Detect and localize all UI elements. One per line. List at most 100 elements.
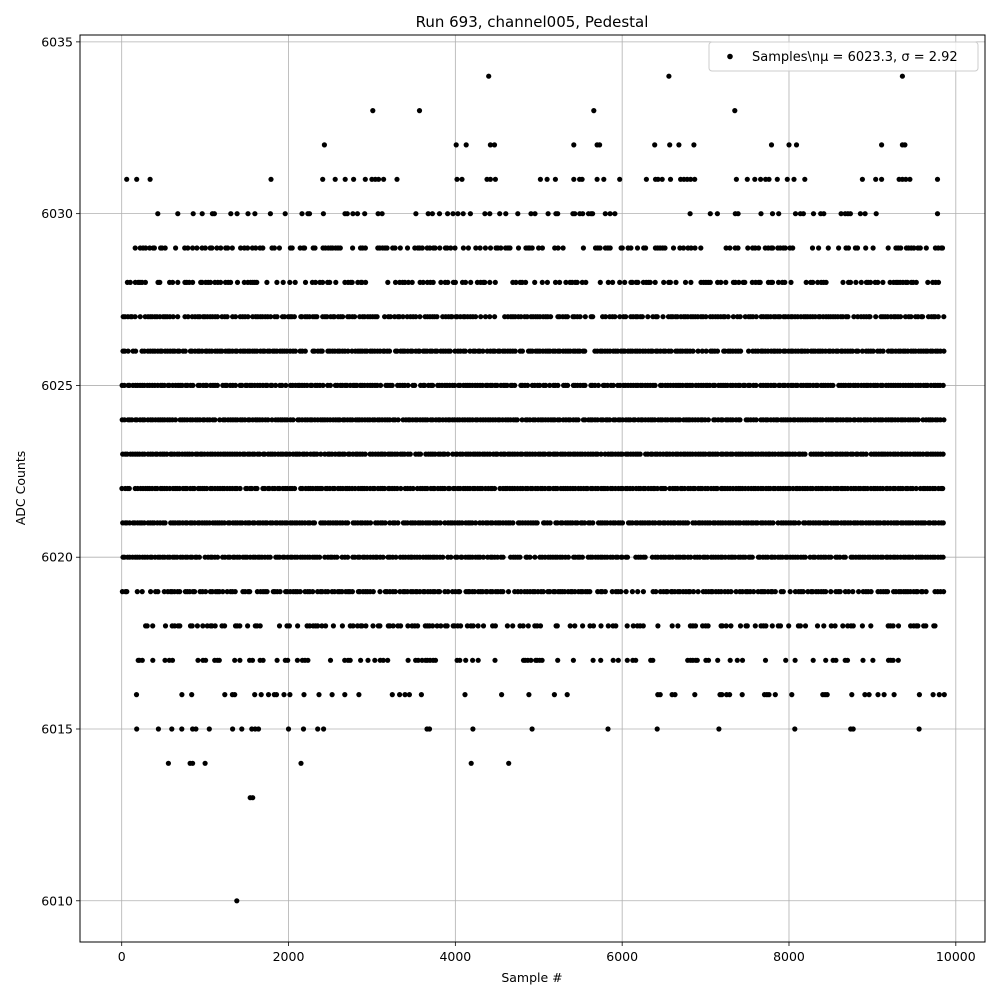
- data-point: [519, 348, 526, 354]
- data-point: [356, 692, 362, 698]
- data-point: [618, 589, 624, 595]
- data-point: [590, 314, 596, 320]
- x-tick-label: 10000: [936, 949, 976, 964]
- data-point: [199, 279, 205, 285]
- data-point: [833, 657, 839, 663]
- data-point: [238, 245, 244, 251]
- data-point: [594, 176, 600, 182]
- data-point: [734, 657, 740, 663]
- data-point: [302, 245, 308, 251]
- data-point: [480, 348, 486, 354]
- data-point: [597, 142, 603, 148]
- data-point: [634, 245, 641, 251]
- data-point: [170, 279, 176, 285]
- data-point: [590, 657, 596, 663]
- data-point: [265, 692, 272, 698]
- data-point: [840, 279, 846, 285]
- data-point: [940, 382, 946, 388]
- data-point: [450, 211, 456, 217]
- data-point: [729, 451, 736, 457]
- data-point: [462, 692, 468, 698]
- data-point: [737, 623, 744, 629]
- data-point: [387, 314, 394, 320]
- data-point: [189, 692, 195, 698]
- data-point: [267, 211, 273, 217]
- data-point: [162, 657, 168, 663]
- data-point: [695, 589, 701, 595]
- data-point: [470, 657, 476, 663]
- data-point: [224, 314, 230, 320]
- data-point: [342, 692, 348, 698]
- data-point: [252, 211, 258, 217]
- data-point: [448, 245, 454, 251]
- data-point: [643, 245, 649, 251]
- data-point: [245, 314, 251, 320]
- data-point: [601, 176, 607, 182]
- data-point: [397, 245, 403, 251]
- data-point: [707, 211, 713, 217]
- data-point: [832, 623, 838, 629]
- data-point: [237, 485, 243, 492]
- data-point: [189, 623, 195, 629]
- data-point: [940, 451, 946, 457]
- data-point: [362, 211, 368, 217]
- data-point: [885, 589, 891, 595]
- data-point: [885, 245, 891, 251]
- data-point: [385, 279, 391, 285]
- data-point: [525, 623, 531, 629]
- data-point: [605, 279, 611, 285]
- data-point: [642, 554, 648, 560]
- data-point: [457, 657, 463, 663]
- data-point: [652, 142, 658, 148]
- data-point: [754, 520, 761, 526]
- data-point: [438, 623, 444, 629]
- data-point: [182, 348, 188, 354]
- data-point: [598, 623, 604, 629]
- data-point: [786, 142, 792, 148]
- data-point: [482, 245, 488, 251]
- data-point: [824, 692, 830, 698]
- data-point: [819, 417, 826, 423]
- data-point: [862, 211, 868, 217]
- data-point: [645, 314, 651, 320]
- data-point: [575, 417, 581, 423]
- data-point: [895, 623, 902, 629]
- data-point: [591, 108, 597, 114]
- data-point: [193, 726, 199, 732]
- data-point: [854, 245, 861, 251]
- data-point: [914, 589, 921, 595]
- data-point: [492, 623, 498, 629]
- data-point: [605, 726, 611, 732]
- data-point: [225, 245, 231, 251]
- data-point: [602, 314, 609, 320]
- data-point: [666, 73, 672, 79]
- data-point: [723, 279, 729, 285]
- data-point: [637, 451, 643, 457]
- data-point: [150, 657, 156, 663]
- data-point: [191, 485, 197, 492]
- data-point: [254, 485, 260, 492]
- data-point: [735, 211, 741, 217]
- data-point: [394, 176, 400, 182]
- data-point: [714, 485, 720, 492]
- data-point: [802, 623, 809, 629]
- data-point: [777, 623, 784, 629]
- data-point: [545, 211, 551, 217]
- data-point: [655, 176, 661, 182]
- data-point: [172, 417, 179, 423]
- data-point: [672, 692, 678, 698]
- data-point: [659, 176, 665, 182]
- data-point: [315, 623, 321, 629]
- data-point: [150, 623, 156, 629]
- data-point: [551, 692, 558, 698]
- data-point: [940, 554, 946, 560]
- data-point: [863, 245, 869, 251]
- data-point: [563, 279, 569, 285]
- data-point: [595, 382, 602, 388]
- y-tick-label: 6025: [41, 378, 73, 393]
- data-point: [772, 382, 778, 388]
- data-point: [763, 623, 769, 629]
- data-point: [269, 382, 275, 388]
- data-point: [823, 589, 829, 595]
- data-point: [825, 520, 831, 526]
